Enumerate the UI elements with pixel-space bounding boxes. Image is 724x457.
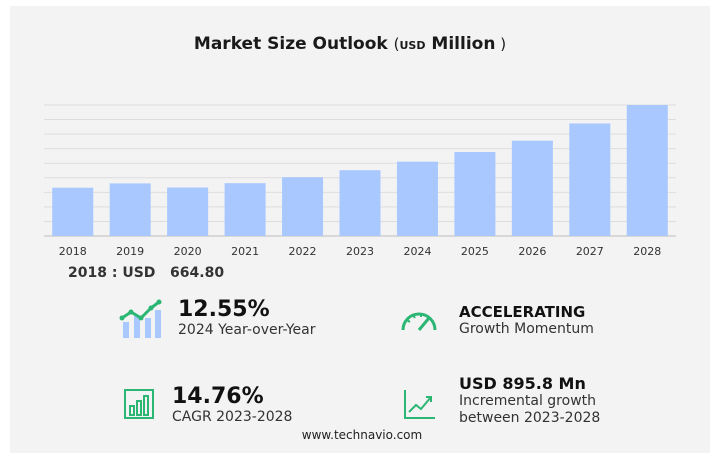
base-year-value: 2018 : USD 664.80 [68,265,224,281]
stat-momentum: ACCELERATING Growth Momentum [459,303,594,338]
bar-2021 [224,183,266,236]
bar-2025 [454,152,496,236]
x-tick-2022: 2022 [289,245,317,258]
bar-2022 [282,177,324,236]
stat-cagr: 14.76% CAGR 2023-2028 [172,384,292,426]
x-tick-2027: 2027 [576,245,604,258]
bar-2018 [52,187,94,236]
incremental-label-2: between 2023-2028 [459,410,601,426]
x-tick-labels: 2018 2019 2020 2021 2022 2023 2024 2025 2026 2027… [59,245,662,258]
bar-growth-icon [119,299,162,338]
bar-2023 [339,170,381,236]
bar-chart: 2018 2019 2020 2021 2022 2023 2024 2025 2026 2027… [44,104,676,258]
cagr-label: CAGR 2023-2028 [172,409,293,425]
stat-incremental: USD 895.8 Mn Incremental growth between … [459,374,600,427]
trend-line-icon [404,390,435,419]
stat-yoy: 12.55% 2024 Year-over-Year [178,297,316,339]
footer-url: www.technavio.com [301,428,423,442]
x-tick-2024: 2024 [403,245,431,258]
incremental-label-1: Incremental growth [459,393,597,409]
speedometer-icon [401,312,437,331]
x-tick-2020: 2020 [174,245,202,258]
x-tick-2026: 2026 [518,245,546,258]
title-main: Market Size Outlook [193,34,388,54]
chart-title: Market Size Outlook (USD Million ) [193,34,507,54]
title-unit: USD [399,39,426,52]
x-tick-2018: 2018 [59,245,87,258]
bar-2026 [511,140,553,236]
momentum-label: Growth Momentum [459,321,594,337]
bar-2020 [167,187,209,236]
x-tick-2025: 2025 [461,245,489,258]
yoy-label: 2024 Year-over-Year [178,322,316,338]
bars [52,105,668,236]
momentum-value: ACCELERATING [459,303,586,321]
x-tick-2021: 2021 [231,245,259,258]
base-year: 2018 [68,265,107,281]
cagr-value: 14.76% [172,384,264,409]
base-sep: : [106,265,123,281]
bar-2028 [626,105,668,236]
base-value: 664.80 [170,265,225,281]
incremental-value: USD 895.8 Mn [459,374,586,393]
x-tick-2028: 2028 [633,245,661,258]
x-tick-2023: 2023 [346,245,374,258]
title-scale: Million [431,34,496,54]
x-tick-2019: 2019 [116,245,144,258]
cagr-chart-icon [124,389,154,419]
bar-2019 [109,183,151,236]
bar-2024 [396,161,438,236]
bar-2027 [569,123,611,236]
yoy-value: 12.55% [178,297,270,322]
base-currency: USD [122,265,156,281]
